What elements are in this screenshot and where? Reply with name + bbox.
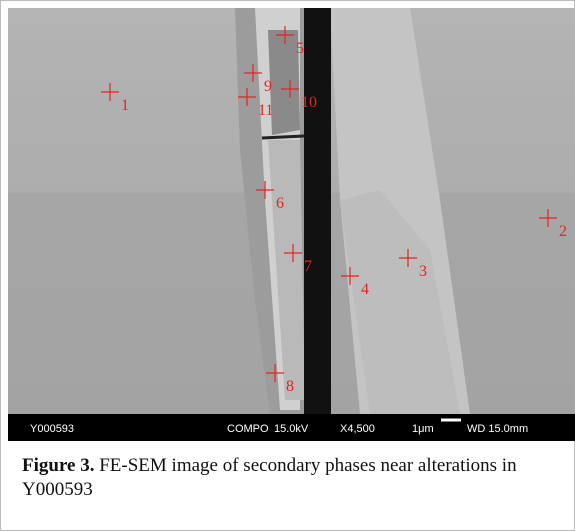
- marker-label: 5: [296, 40, 304, 57]
- marker-label: 4: [361, 281, 369, 298]
- crack: [304, 8, 331, 414]
- magnification: X4,500: [340, 423, 375, 435]
- caption-label: Figure 3.: [22, 455, 94, 476]
- marker-label: 8: [286, 378, 294, 395]
- page: Y000593 COMPO 15.0kV X4,500 1μm WD 15.0m…: [0, 0, 575, 531]
- crack-branch: [262, 136, 304, 138]
- mode: COMPO: [227, 423, 269, 435]
- figure: Y000593 COMPO 15.0kV X4,500 1μm WD 15.0m…: [0, 0, 575, 531]
- marker-label: 3: [419, 263, 427, 280]
- marker-label: 10: [301, 94, 317, 111]
- scale-label: 1μm: [412, 423, 434, 435]
- marker-label: 2: [559, 223, 567, 240]
- working-distance: WD 15.0mm: [467, 423, 528, 435]
- sample-id: Y000593: [30, 423, 74, 435]
- marker-label: 11: [258, 102, 273, 119]
- marker-label: 6: [276, 195, 284, 212]
- voltage: 15.0kV: [274, 423, 309, 435]
- caption-text: FE-SEM image of secondary phases near al…: [22, 455, 517, 500]
- marker-label: 7: [304, 258, 312, 275]
- marker-label: 1: [121, 97, 129, 114]
- caption: Figure 3. FE-SEM image of secondary phas…: [22, 454, 552, 502]
- marker-label: 9: [264, 78, 272, 95]
